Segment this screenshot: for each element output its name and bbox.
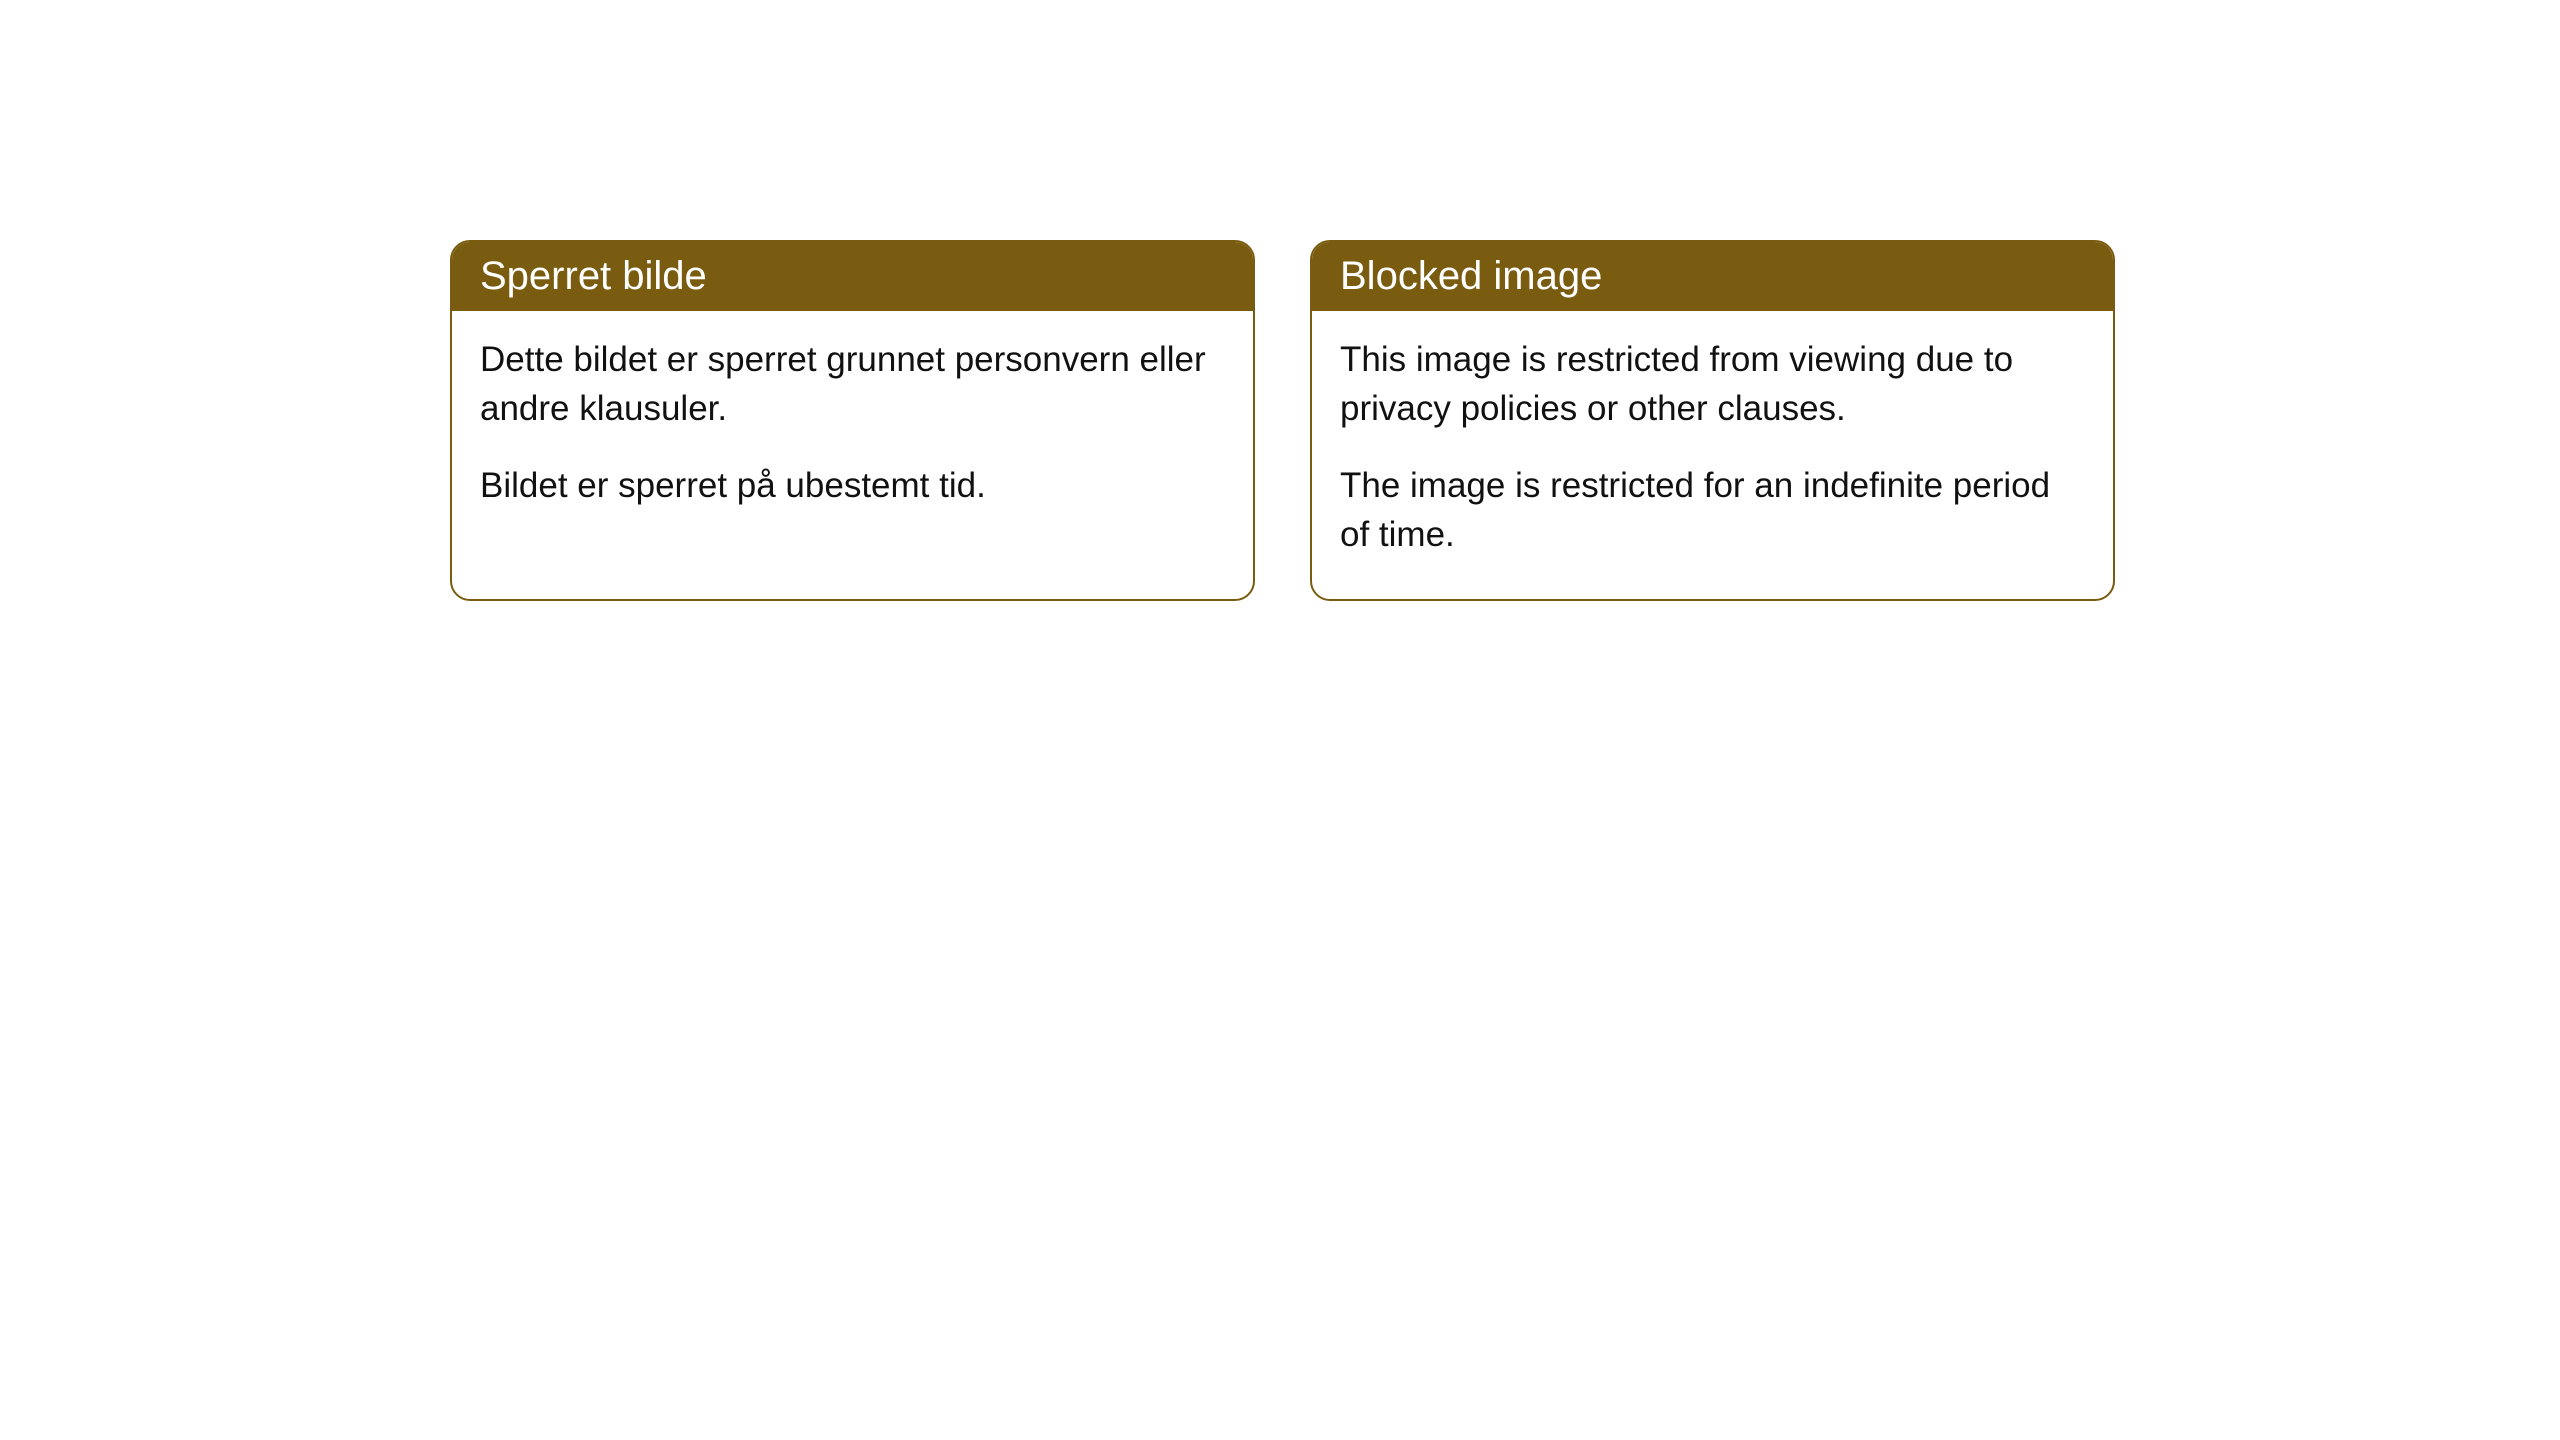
card-header: Sperret bilde: [452, 242, 1253, 311]
notice-card-norwegian: Sperret bilde Dette bildet er sperret gr…: [450, 240, 1255, 601]
card-title: Sperret bilde: [480, 254, 707, 298]
card-body: Dette bildet er sperret grunnet personve…: [452, 311, 1253, 550]
card-paragraph: Dette bildet er sperret grunnet personve…: [480, 335, 1225, 433]
notice-card-english: Blocked image This image is restricted f…: [1310, 240, 2115, 601]
card-body: This image is restricted from viewing du…: [1312, 311, 2113, 599]
card-paragraph: Bildet er sperret på ubestemt tid.: [480, 461, 1225, 510]
card-paragraph: This image is restricted from viewing du…: [1340, 335, 2085, 433]
card-paragraph: The image is restricted for an indefinit…: [1340, 461, 2085, 559]
card-title: Blocked image: [1340, 254, 1602, 298]
notice-cards-container: Sperret bilde Dette bildet er sperret gr…: [450, 240, 2115, 601]
card-header: Blocked image: [1312, 242, 2113, 311]
